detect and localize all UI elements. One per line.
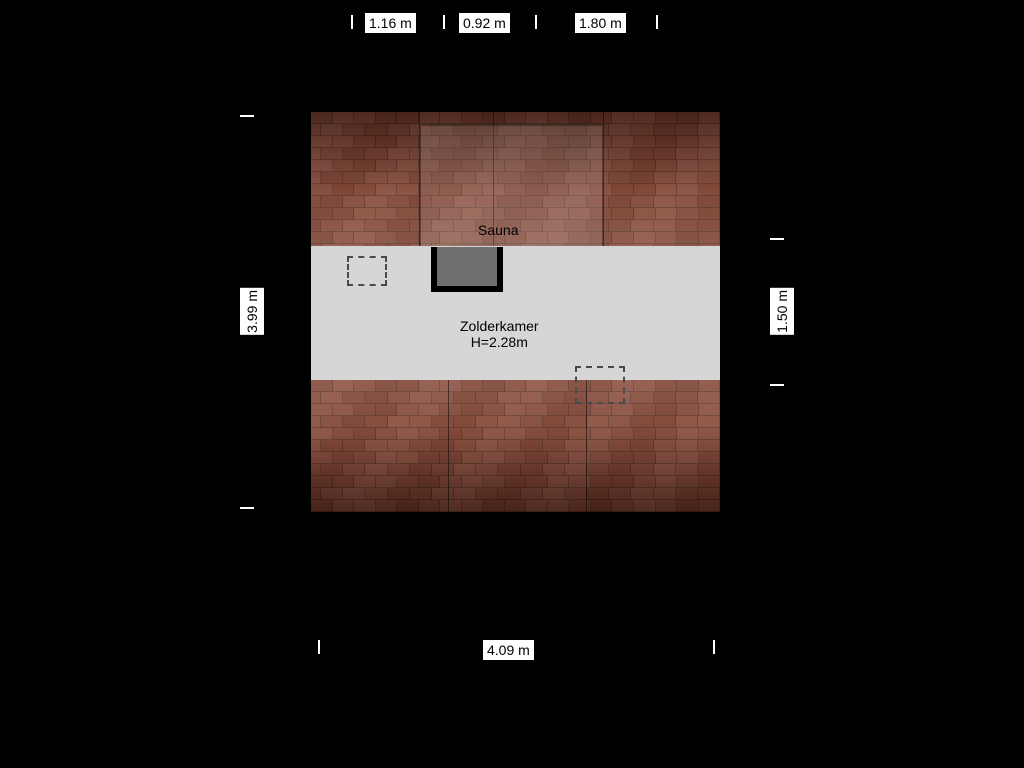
roof-window-bottom <box>575 366 625 404</box>
stair-opening <box>431 247 503 292</box>
dim-tick <box>443 15 445 29</box>
roof-bottom <box>311 380 720 512</box>
dim-top-2: 0.92 m <box>459 13 510 33</box>
roof-window-top <box>347 256 387 286</box>
dim-top-1: 1.16 m <box>365 13 416 33</box>
zolderkamer-label: Zolderkamer H=2.28m <box>460 318 539 350</box>
zolderkamer-name: Zolderkamer <box>460 318 539 334</box>
sauna-label: Sauna <box>478 222 518 238</box>
dim-tick <box>318 640 320 654</box>
dim-tick <box>240 115 254 117</box>
dim-tick <box>770 384 784 386</box>
dim-right: 1.50 m <box>770 288 794 335</box>
zolderkamer-height: H=2.28m <box>460 334 539 350</box>
dim-top-3: 1.80 m <box>575 13 626 33</box>
dim-tick <box>713 640 715 654</box>
dim-tick <box>656 15 658 29</box>
dim-bottom: 4.09 m <box>483 640 534 660</box>
dim-tick <box>240 507 254 509</box>
dim-tick <box>770 238 784 240</box>
dim-tick <box>535 15 537 29</box>
dim-tick <box>351 15 353 29</box>
dim-left: 3.99 m <box>240 288 264 335</box>
